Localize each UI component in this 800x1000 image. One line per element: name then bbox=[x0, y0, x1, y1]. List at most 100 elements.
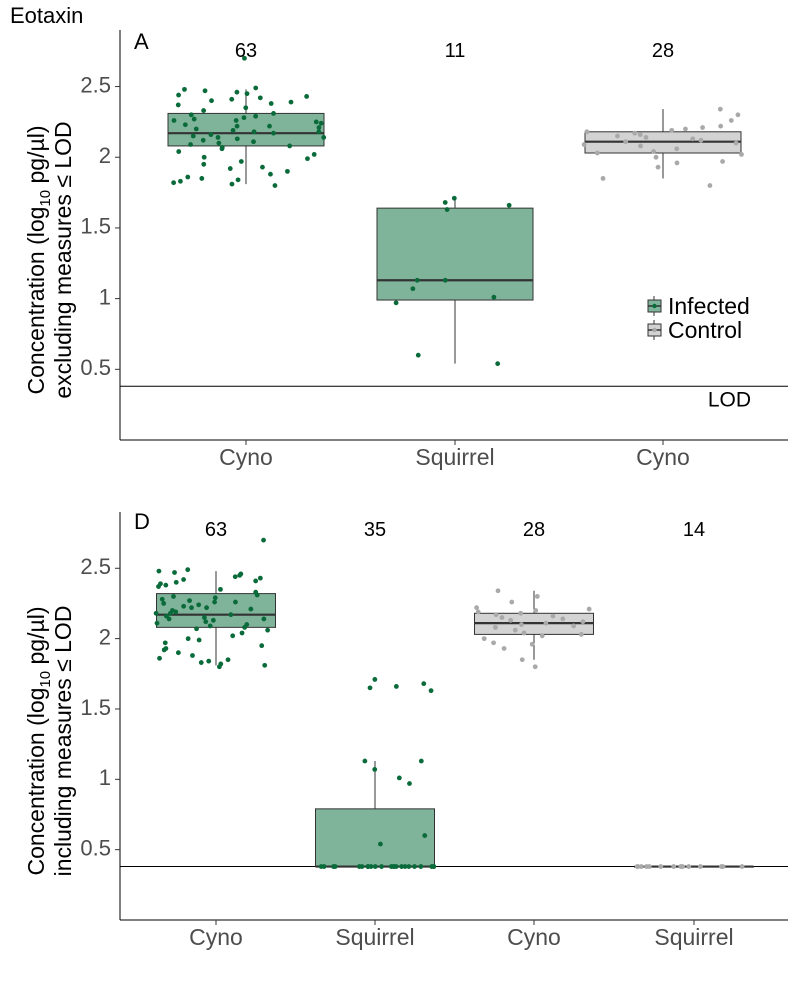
data-point bbox=[188, 112, 194, 118]
data-point bbox=[532, 664, 538, 670]
data-point bbox=[200, 137, 206, 143]
data-point bbox=[267, 123, 272, 129]
data-point bbox=[321, 135, 327, 140]
data-point bbox=[305, 156, 310, 162]
count-label: 28 bbox=[652, 40, 674, 62]
data-point bbox=[508, 617, 514, 623]
box-group-squirrel-infected: 35 Squirrel bbox=[315, 519, 437, 950]
data-point bbox=[268, 171, 273, 177]
data-point bbox=[512, 627, 518, 633]
data-point bbox=[189, 605, 194, 611]
data-point bbox=[653, 154, 659, 160]
data-point bbox=[156, 568, 162, 574]
data-point bbox=[235, 177, 241, 183]
x-tick-label: Squirrel bbox=[415, 444, 494, 470]
data-point bbox=[212, 595, 218, 601]
data-point bbox=[499, 615, 505, 620]
data-point bbox=[393, 300, 399, 306]
data-point bbox=[674, 146, 680, 152]
data-point bbox=[491, 294, 497, 300]
y-tick-label: 1.5 bbox=[80, 214, 111, 239]
data-point bbox=[161, 601, 167, 606]
box-group-cyno-control: 28 Cyno bbox=[474, 519, 594, 950]
data-point bbox=[187, 598, 192, 604]
data-point bbox=[739, 864, 745, 869]
data-point bbox=[399, 864, 405, 869]
y-axis-label: Concentration (log10 pg/µl)excluding mea… bbox=[23, 121, 76, 398]
data-point bbox=[237, 572, 243, 578]
data-point bbox=[519, 622, 524, 627]
data-point bbox=[288, 99, 294, 105]
data-point bbox=[194, 626, 199, 632]
data-point bbox=[253, 578, 259, 584]
panel-d: 0.5 1 1.5 2 2.5 Concentration (log10 pg/µl)in… bbox=[23, 509, 788, 950]
data-point bbox=[190, 653, 195, 658]
data-point bbox=[216, 140, 222, 146]
data-point bbox=[638, 143, 643, 149]
data-point bbox=[212, 599, 217, 605]
data-point bbox=[230, 633, 236, 639]
data-point bbox=[313, 119, 319, 125]
data-point bbox=[253, 85, 259, 91]
y-tick-label: 2.5 bbox=[80, 72, 111, 97]
data-point bbox=[199, 176, 205, 181]
data-point bbox=[615, 133, 620, 139]
data-point bbox=[669, 127, 675, 133]
y-tick-label: 2 bbox=[99, 143, 111, 168]
data-point bbox=[153, 610, 159, 616]
y-tick-label: 2 bbox=[99, 624, 111, 649]
data-point bbox=[176, 149, 182, 154]
data-point bbox=[406, 864, 412, 869]
data-point bbox=[646, 864, 652, 869]
data-point bbox=[178, 178, 183, 184]
data-point bbox=[227, 166, 233, 171]
data-point bbox=[163, 582, 169, 588]
data-point bbox=[201, 108, 207, 113]
data-point bbox=[234, 123, 240, 129]
data-point bbox=[720, 159, 725, 164]
box-group-cyno-infected: 63 Cyno bbox=[153, 519, 276, 950]
panel-label: A bbox=[134, 29, 149, 54]
y-tick-label: 1.5 bbox=[80, 695, 111, 720]
data-point bbox=[700, 125, 705, 130]
data-point bbox=[185, 174, 191, 180]
data-point bbox=[241, 115, 247, 121]
legend-label-infected: Infected bbox=[668, 293, 750, 319]
legend-label-control: Control bbox=[668, 317, 742, 343]
data-point bbox=[635, 864, 641, 869]
data-point bbox=[529, 641, 535, 647]
data-point bbox=[171, 594, 176, 599]
data-point bbox=[495, 361, 501, 367]
data-point bbox=[519, 657, 525, 663]
data-point bbox=[506, 202, 512, 208]
data-point bbox=[208, 132, 214, 138]
data-point bbox=[493, 624, 498, 630]
data-point bbox=[182, 86, 187, 92]
data-point bbox=[393, 684, 399, 689]
data-point bbox=[623, 139, 629, 145]
data-point bbox=[533, 608, 539, 613]
data-point bbox=[229, 96, 235, 102]
data-point bbox=[254, 592, 260, 598]
data-point bbox=[190, 133, 196, 139]
x-tick-label: Cyno bbox=[219, 444, 273, 470]
x-tick-label: Cyno bbox=[189, 924, 243, 950]
data-point bbox=[379, 864, 384, 869]
data-point bbox=[243, 105, 249, 111]
y-tick-label: 1 bbox=[99, 284, 111, 309]
data-point bbox=[717, 106, 723, 112]
data-point bbox=[239, 630, 245, 636]
x-tick-label: Cyno bbox=[507, 924, 561, 950]
data-point bbox=[219, 146, 225, 152]
data-point bbox=[733, 140, 739, 146]
data-point bbox=[655, 164, 661, 170]
data-point bbox=[171, 180, 177, 186]
data-point bbox=[584, 129, 590, 135]
data-point bbox=[216, 664, 222, 670]
data-point bbox=[198, 660, 204, 665]
data-point bbox=[581, 142, 587, 147]
data-point bbox=[518, 610, 524, 616]
data-point bbox=[161, 647, 167, 653]
data-point bbox=[414, 277, 420, 283]
